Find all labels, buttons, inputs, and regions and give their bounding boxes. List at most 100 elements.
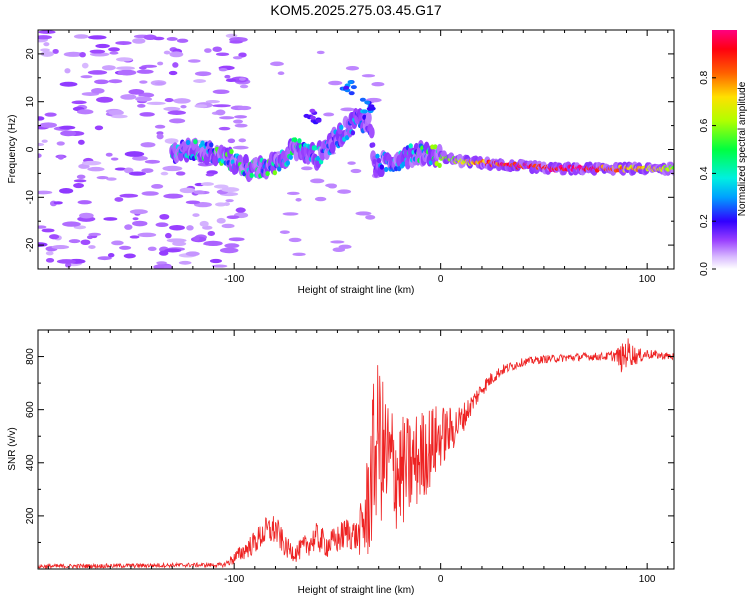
heatmap-cell — [175, 171, 186, 176]
heatmap-cells — [38, 30, 674, 269]
heatmap-cell — [146, 101, 166, 105]
heatmap-cell — [154, 124, 166, 129]
heatmap-cell — [154, 81, 165, 86]
heatmap-cell — [185, 251, 200, 257]
heatmap-cell — [204, 48, 212, 53]
y-tick-label: -10 — [25, 190, 36, 205]
y-tick-label: 20 — [25, 48, 36, 60]
heatmap-cell — [215, 202, 227, 207]
heatmap-cell — [194, 104, 208, 108]
heatmap-cell — [132, 217, 139, 221]
snr-x-axis-label: Height of straight line (km) — [298, 585, 415, 596]
heatmap-cell — [237, 105, 252, 111]
heatmap-cell — [158, 250, 169, 256]
heatmap-cell — [117, 69, 137, 76]
heatmap-cell — [224, 243, 240, 249]
heatmap-cell — [160, 171, 169, 176]
x-tick-label: 100 — [639, 274, 656, 285]
heatmap-cell — [164, 248, 182, 253]
heatmap-cell — [176, 38, 189, 43]
heatmap-cell — [45, 251, 54, 256]
heatmap-cell — [309, 108, 316, 113]
heatmap-cell — [193, 79, 207, 83]
heatmap-cell — [202, 225, 213, 230]
heatmap-cell — [119, 193, 139, 198]
heatmap-cell — [276, 166, 282, 172]
heatmap-cell — [106, 177, 117, 181]
heatmap-cell — [43, 42, 50, 47]
heatmap-cell — [187, 59, 201, 63]
colorbar-tick-label: 0.8 — [699, 70, 710, 84]
heatmap-cell — [156, 133, 164, 140]
heatmap-cell — [53, 201, 63, 205]
colorbar-tick-label: 0.0 — [699, 262, 710, 276]
heatmap-cell — [211, 264, 228, 268]
heatmap-cell — [124, 224, 133, 230]
heatmap-cell — [107, 252, 115, 258]
heatmap-cell — [219, 116, 235, 120]
heatmap-cell — [105, 152, 113, 157]
heatmap-cell — [200, 140, 205, 146]
heatmap-cell — [347, 161, 356, 165]
heatmap-cell — [224, 74, 231, 79]
heatmap-cell — [168, 70, 178, 76]
heatmap-cell — [169, 51, 184, 58]
heatmap-cell — [76, 109, 94, 115]
heatmap-cell — [295, 197, 302, 202]
heatmap-cell — [137, 232, 157, 238]
heatmap-cell — [135, 96, 153, 102]
heatmap-cell — [277, 71, 285, 76]
heatmap-cell — [234, 123, 248, 128]
heatmap-cell — [225, 78, 237, 83]
y-tick-label: -20 — [25, 237, 36, 252]
heatmap-cell — [38, 142, 45, 147]
heatmap-cell — [343, 85, 350, 90]
heatmap-cell — [91, 88, 105, 94]
y-tick-label: 600 — [25, 401, 36, 418]
heatmap-cell — [123, 253, 136, 259]
x-tick-label: 0 — [438, 574, 444, 585]
heatmap-cell — [167, 110, 186, 115]
heatmap-cell — [165, 232, 172, 239]
heatmap-cell — [110, 157, 119, 161]
colorbar: 0.0 0.2 0.4 0.6 0.8 Normalized spectral ampl… — [699, 30, 748, 276]
heatmap-cell — [114, 167, 127, 171]
heatmap-cell — [316, 50, 325, 55]
heatmap-cell — [325, 183, 338, 188]
heatmap-cell — [144, 159, 161, 164]
heatmap-cell — [218, 67, 228, 72]
x-tick-label: 0 — [438, 274, 444, 285]
heatmap-cell — [40, 48, 51, 52]
heatmap-cell — [361, 109, 368, 114]
heatmap-cell — [433, 144, 438, 150]
heatmap-cell — [163, 193, 184, 199]
spectrogram-y-axis-label: Frequency (Hz) — [7, 115, 18, 184]
heatmap-cell — [315, 118, 322, 123]
heatmap-cell — [185, 139, 191, 146]
heatmap-cell — [73, 34, 89, 39]
heatmap-cell — [163, 265, 173, 269]
heatmap-cell — [38, 153, 42, 158]
heatmap-cell — [234, 115, 248, 119]
heatmap-cell — [350, 130, 356, 136]
heatmap-cell — [213, 184, 229, 189]
colorbar-tick-label: 0.6 — [699, 118, 710, 132]
heatmap-cell — [151, 183, 164, 189]
snr-y-axis-label: SNR (v/v) — [7, 427, 18, 470]
heatmap-cell — [73, 225, 87, 230]
heatmap-cell — [156, 261, 167, 265]
heatmap-cell — [140, 142, 156, 148]
heatmap-cell — [132, 155, 148, 161]
heatmap-cell — [88, 245, 96, 249]
heatmap-cell — [194, 71, 212, 77]
heatmap-cell — [52, 48, 59, 54]
heatmap-cell — [282, 212, 299, 216]
heatmap-cell — [212, 89, 230, 95]
y-tick-label: 400 — [25, 454, 36, 471]
heatmap-cell — [163, 106, 181, 111]
heatmap-cell — [292, 252, 306, 257]
heatmap-cell — [38, 190, 53, 195]
heatmap-cell — [88, 232, 101, 236]
heatmap-cell — [109, 51, 119, 55]
heatmap-cell — [76, 174, 86, 180]
